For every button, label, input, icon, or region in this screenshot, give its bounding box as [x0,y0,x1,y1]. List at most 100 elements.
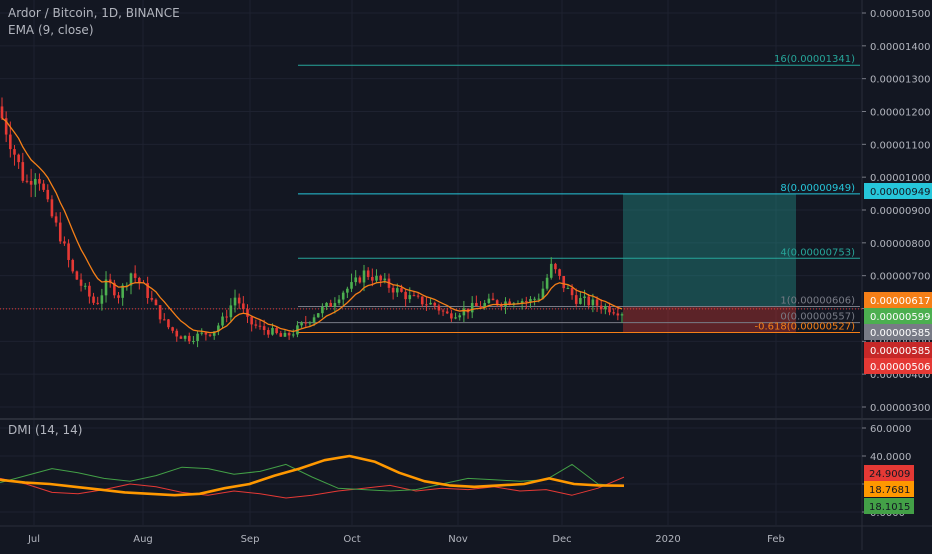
candle [391,284,395,300]
candle [604,303,607,315]
candle [75,270,79,280]
candle [29,168,33,198]
price-badge-label: 0.00000949 [870,187,930,198]
candle [454,312,457,320]
candle [92,292,95,305]
candle-body [346,288,349,293]
price-tick-label: 0.00000400 [870,370,930,381]
candle [495,299,499,308]
candle [545,273,549,291]
candle [208,334,212,338]
candle-body [441,310,445,312]
candle-body [341,292,345,300]
candle [38,173,41,191]
candle-body [0,106,4,119]
candle [13,145,16,166]
candle [79,273,83,292]
price-badge [864,308,932,324]
price-badge-label: 0.00000585 [870,328,930,339]
candle-body [612,312,615,314]
candle-body [13,149,16,155]
candle [321,303,324,318]
candle [445,307,449,315]
candle-body [271,328,274,335]
candle [25,174,29,184]
candle [333,297,337,314]
candle-body [196,333,199,342]
candle [520,298,524,310]
candle-body [233,297,237,306]
candle [221,312,224,329]
candle-body [333,303,337,307]
candle-body [366,270,370,277]
candle-body [279,333,283,337]
price-tick-label: 0.00001000 [870,173,930,184]
candle [549,257,553,280]
candle [179,335,183,339]
candle [58,212,62,244]
long-position-tool [623,193,796,333]
candle-body [113,282,116,296]
candle [558,268,561,280]
candle [242,296,245,314]
candle [591,293,595,313]
candle-body [133,273,137,278]
candle [33,173,37,197]
candle-body [545,277,549,289]
candle [458,313,462,321]
price-badge-label: 0.00000506 [870,362,930,373]
candle [316,312,320,318]
candle-body [179,336,183,339]
candle-body [100,295,104,304]
candle-body [88,285,91,297]
price-badge [864,292,932,308]
candle [67,239,70,268]
dmi-axis: 60.000040.000020.00000.000024.900918.768… [862,424,914,519]
candle-body [33,178,37,185]
candle [162,313,166,321]
candle-body [595,299,599,306]
candle-body [371,276,374,281]
candle [587,293,591,309]
candle-body [408,295,412,300]
candle-body [221,316,224,326]
candle-body [17,154,20,163]
candle-body [566,288,570,290]
candle-body [58,222,62,242]
candle-body [291,334,295,336]
position-target-zone [623,193,796,307]
ema-line [1,117,623,334]
candle [171,326,174,334]
candle-body [121,285,124,298]
candle-body [146,283,149,299]
candle [175,328,179,342]
candle-body [208,334,212,336]
candle-body [537,298,541,300]
candle-body [262,326,266,331]
candle-body [400,288,403,292]
candle [608,302,611,316]
candle [504,297,507,314]
candle-body [246,309,249,317]
candle-body [46,189,50,200]
candle-body [154,299,158,306]
candle [267,327,270,338]
adx-line [0,454,625,497]
candle [154,298,158,306]
grid-lines [0,0,862,525]
symbol-title: Ardor / Bitcoin, 1D, BINANCE [8,6,180,20]
candle [425,296,428,311]
candle-body [524,301,528,303]
price-tick-label: 0.00000800 [870,239,930,250]
candle-body [104,279,108,296]
candle-body [454,317,457,319]
price-badge [864,183,932,199]
candle-body [329,302,333,307]
candle [441,308,445,317]
candle-body [570,288,574,296]
candle-body [158,305,162,320]
candle-body [167,319,170,328]
candle-body [458,315,462,318]
